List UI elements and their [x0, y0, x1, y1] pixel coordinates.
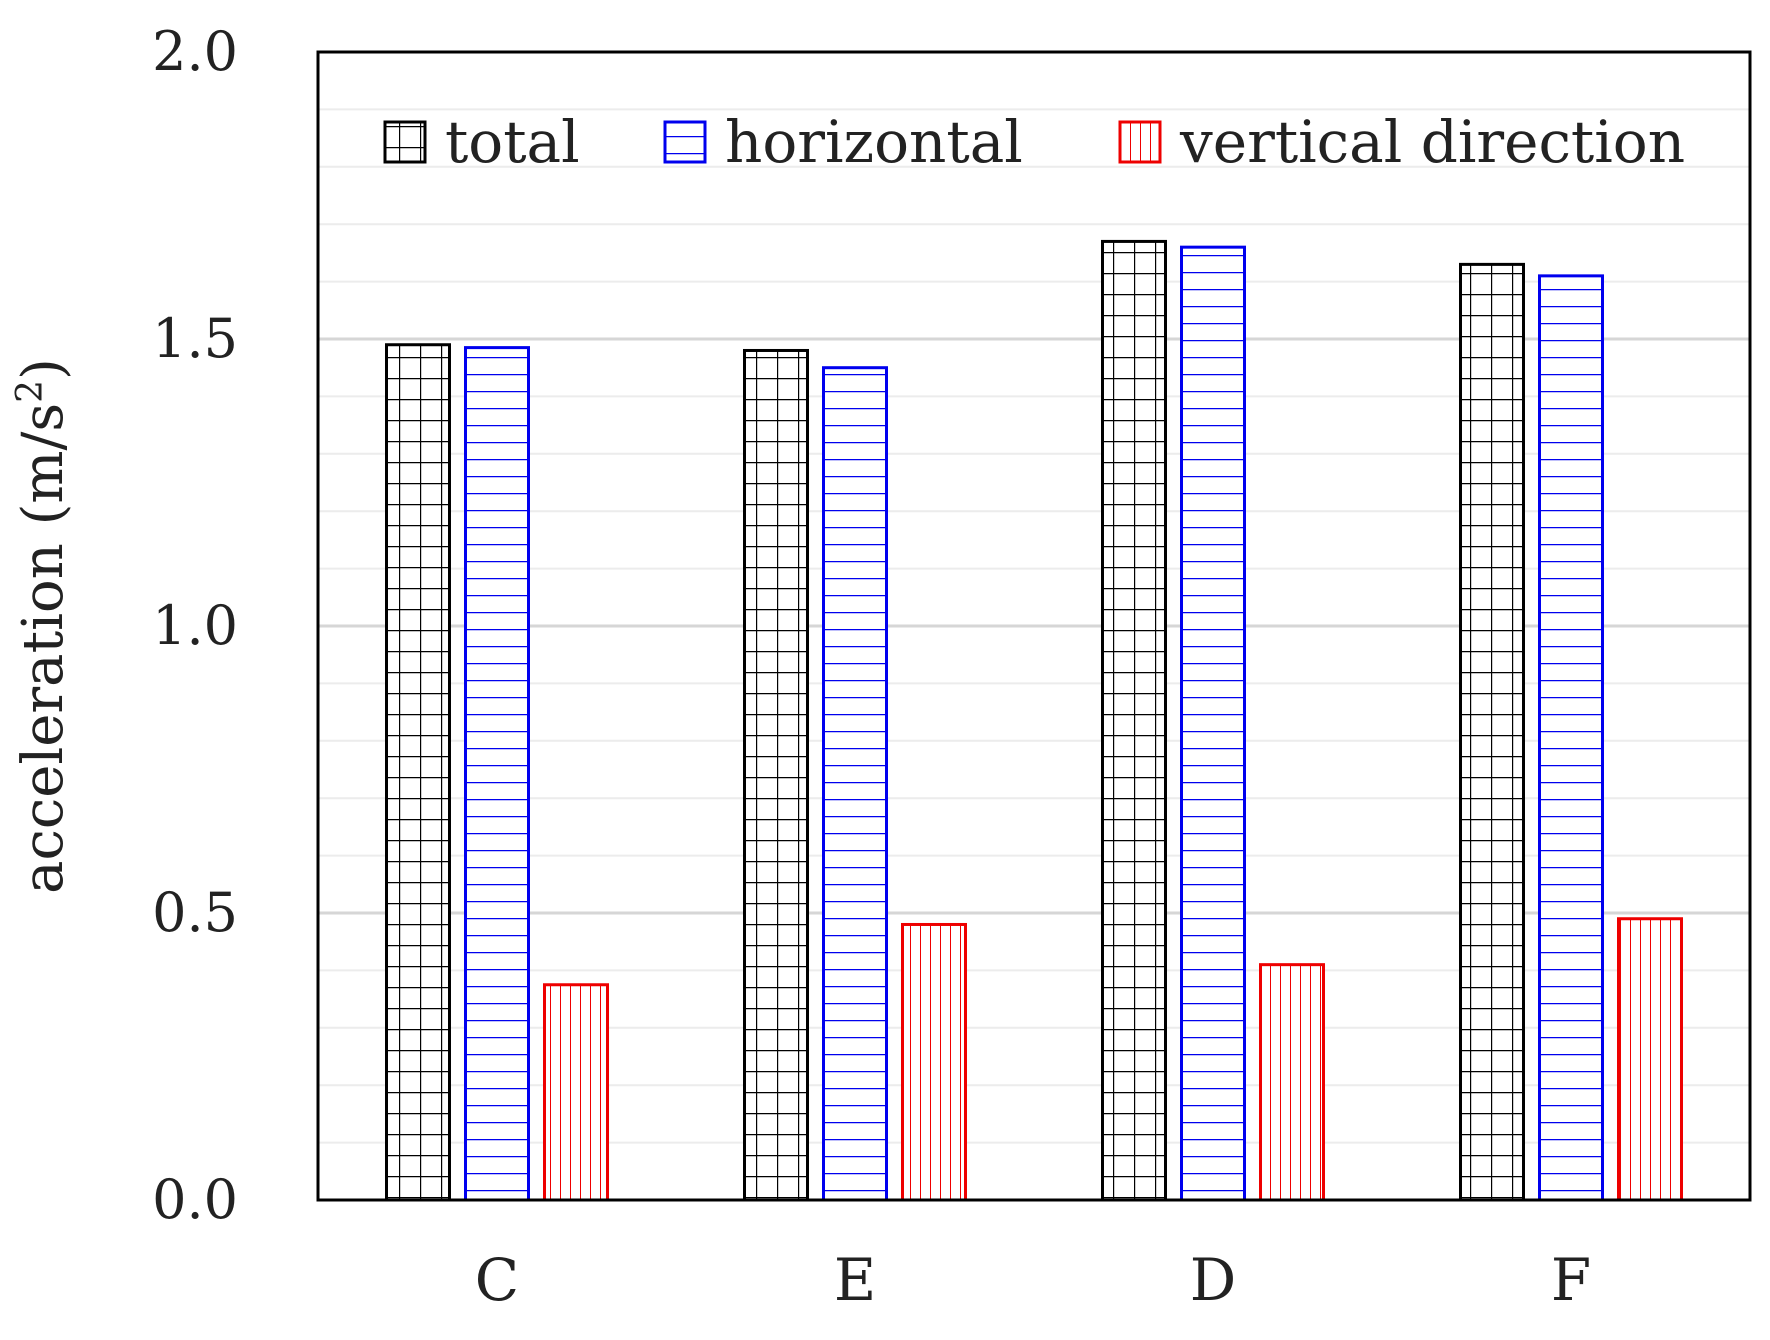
- bar-vertical-direction-E: [901, 922, 967, 1202]
- legend-swatch: [1118, 120, 1162, 164]
- legend-label: total: [445, 108, 580, 176]
- gridlines: [318, 108, 1750, 1144]
- y-tick-label: 1.0: [152, 594, 238, 657]
- bar-horizontal-F: [1538, 274, 1604, 1202]
- y-axis-title: acceleration (m/s2): [10, 358, 76, 894]
- legend-swatch: [383, 120, 427, 164]
- y-axis-ticks: 0.0 0.5 1.0 1.5 2.0: [152, 20, 238, 1231]
- bar-total-C: [385, 343, 451, 1202]
- x-category-label: E: [834, 1246, 876, 1314]
- y-tick-label: 1.5: [152, 307, 238, 370]
- bar-vertical-direction-D: [1259, 963, 1325, 1202]
- y-tick-label: 0.0: [152, 1168, 238, 1231]
- legend-item-total: total: [383, 108, 580, 176]
- x-category-label: C: [475, 1246, 519, 1314]
- y-axis-title-close: ): [11, 358, 76, 380]
- legend-swatch: [663, 120, 707, 164]
- y-axis-title-main: acceleration (m/s: [11, 403, 76, 894]
- bar-horizontal-D: [1180, 245, 1246, 1202]
- legend-item-horizontal: horizontal: [663, 108, 1023, 176]
- legend-label: horizontal: [725, 108, 1023, 176]
- y-tick-label: 0.5: [152, 881, 238, 944]
- bars: [385, 239, 1683, 1202]
- bar-total-D: [1101, 239, 1167, 1202]
- bar-horizontal-E: [822, 366, 888, 1202]
- x-category-label: F: [1551, 1246, 1591, 1314]
- bar-vertical-direction-C: [543, 983, 609, 1202]
- bar-horizontal-C: [464, 346, 530, 1202]
- x-category-label: D: [1190, 1246, 1237, 1314]
- legend-label: vertical direction: [1179, 108, 1685, 176]
- y-axis-title-superscript: 2: [10, 380, 51, 403]
- legend: total horizontal vertical direction: [383, 108, 1685, 176]
- plot-frame: [316, 50, 1752, 1202]
- y-tick-label: 2.0: [152, 20, 238, 83]
- bar-total-F: [1459, 262, 1525, 1202]
- bar-total-E: [743, 348, 809, 1202]
- bar-vertical-direction-F: [1617, 917, 1683, 1202]
- legend-item-vertical-direction: vertical direction: [1118, 108, 1685, 176]
